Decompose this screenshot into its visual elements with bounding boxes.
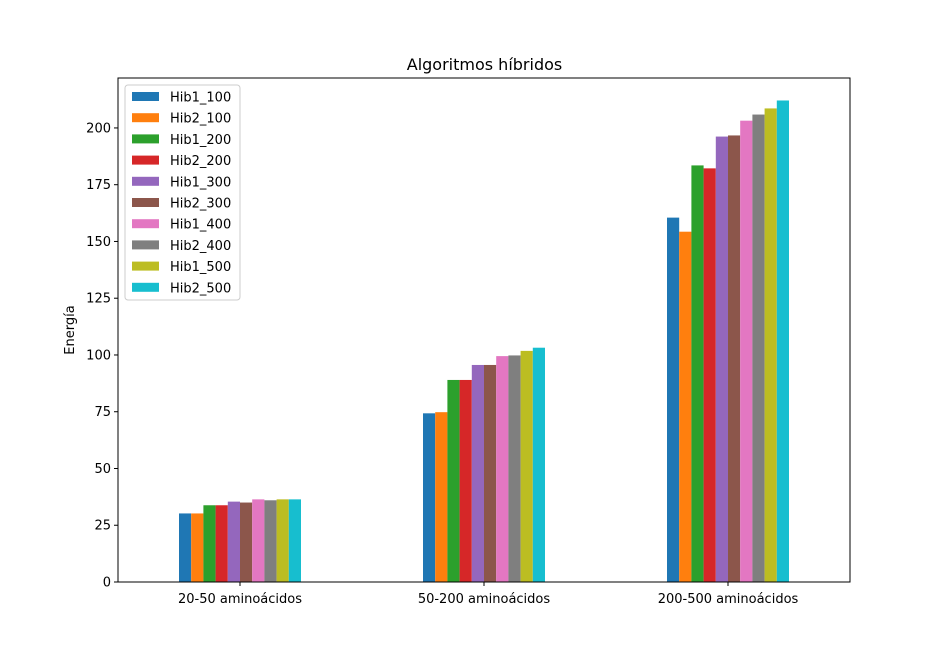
bar-Hib2_300-0 xyxy=(240,502,253,582)
bar-Hib1_100-1 xyxy=(423,413,436,582)
bar-Hib1_300-1 xyxy=(471,364,484,582)
bar-Hib1_300-0 xyxy=(227,501,240,582)
x-axis: 20-50 aminoácidos 50-200 aminoácidos 200-5… xyxy=(178,582,799,607)
legend-label-Hib1_100: Hib1_100 xyxy=(170,91,231,106)
bar-Hib2_400-0 xyxy=(264,500,277,582)
y-tick-label: 175 xyxy=(86,178,111,193)
y-axis-label: Energía xyxy=(63,305,78,354)
bar-Hib1_500-0 xyxy=(276,499,289,582)
y-tick-label: 25 xyxy=(94,519,111,534)
bar-Hib2_200-1 xyxy=(459,379,472,582)
plot-frame xyxy=(117,77,851,583)
legend-swatch-Hib1_500 xyxy=(132,261,159,271)
bar-Hib1_100-0 xyxy=(179,513,192,582)
bar-Hib2_200-0 xyxy=(215,505,228,582)
x-tick-label: 20-50 aminoácidos xyxy=(178,592,302,607)
bar-Hib1_200-1 xyxy=(447,379,460,582)
bar-Hib1_100-2 xyxy=(667,217,680,582)
legend-label-Hib2_400: Hib2_400 xyxy=(170,239,231,254)
legend-label-Hib2_500: Hib2_500 xyxy=(170,281,231,296)
bar-Hib2_400-2 xyxy=(752,114,765,583)
legend-label-Hib1_500: Hib1_500 xyxy=(170,260,231,275)
x-tick-label: 200-500 aminoácidos xyxy=(658,592,799,607)
legend-swatch-Hib2_100 xyxy=(132,113,159,123)
y-tick-label: 100 xyxy=(86,348,111,363)
legend-swatch-Hib2_500 xyxy=(132,282,159,292)
x-tick-label: 50-200 aminoácidos xyxy=(418,592,551,607)
y-tick-label: 75 xyxy=(94,405,111,420)
legend: Hib1_100 Hib2_100 Hib1_200 Hib2_200 Hib1_300… xyxy=(124,84,241,301)
legend-label-Hib2_100: Hib2_100 xyxy=(170,112,231,127)
bar-Hib2_100-1 xyxy=(435,412,448,582)
bar-Hib2_100-0 xyxy=(191,513,204,582)
bar-Hib2_500-1 xyxy=(532,347,545,582)
legend-label-Hib1_200: Hib1_200 xyxy=(170,133,231,148)
legend-swatch-Hib2_300 xyxy=(132,198,159,207)
y-tick-label: 50 xyxy=(94,462,111,477)
legend-swatch-Hib1_200 xyxy=(132,134,159,144)
legend-swatch-Hib2_200 xyxy=(132,155,159,165)
bar-Hib2_100-2 xyxy=(679,231,692,582)
bar-Hib2_500-0 xyxy=(288,499,301,582)
bar-Hib1_500-1 xyxy=(520,350,533,582)
y-tick-label: 150 xyxy=(86,235,111,250)
bar-Hib1_200-0 xyxy=(203,505,216,582)
y-tick-label: 125 xyxy=(86,292,111,307)
legend-swatch-Hib2_400 xyxy=(132,240,159,250)
legend-label-Hib2_200: Hib2_200 xyxy=(170,154,231,169)
legend-swatch-Hib1_100 xyxy=(132,92,159,101)
legend-label-Hib2_300: Hib2_300 xyxy=(170,197,231,212)
y-tick-label: 200 xyxy=(86,121,111,136)
bar-Hib1_400-2 xyxy=(740,120,753,583)
bar-Hib2_300-2 xyxy=(728,135,741,582)
bar-Hib1_400-0 xyxy=(252,499,265,582)
y-axis: 0 25 50 75 100 125 150 175 200 xyxy=(86,121,118,591)
bars-group xyxy=(179,100,789,583)
bar-Hib2_300-1 xyxy=(484,364,497,582)
y-tick-label: 0 xyxy=(103,576,111,591)
bar-Hib2_400-1 xyxy=(508,355,521,582)
legend-label-Hib1_400: Hib1_400 xyxy=(170,218,231,233)
chart-title: Algoritmos híbridos xyxy=(407,55,562,74)
bar-Hib1_300-2 xyxy=(715,136,728,582)
bar-Hib1_200-2 xyxy=(691,165,704,582)
bar-Hib1_400-1 xyxy=(496,356,509,582)
legend-label-Hib1_300: Hib1_300 xyxy=(170,175,231,190)
bar-Hib2_500-2 xyxy=(776,100,789,582)
bar-Hib1_500-2 xyxy=(764,108,777,583)
bar-Hib2_200-2 xyxy=(703,168,716,583)
legend-swatch-Hib1_400 xyxy=(132,219,159,229)
legend-swatch-Hib1_300 xyxy=(132,176,159,186)
